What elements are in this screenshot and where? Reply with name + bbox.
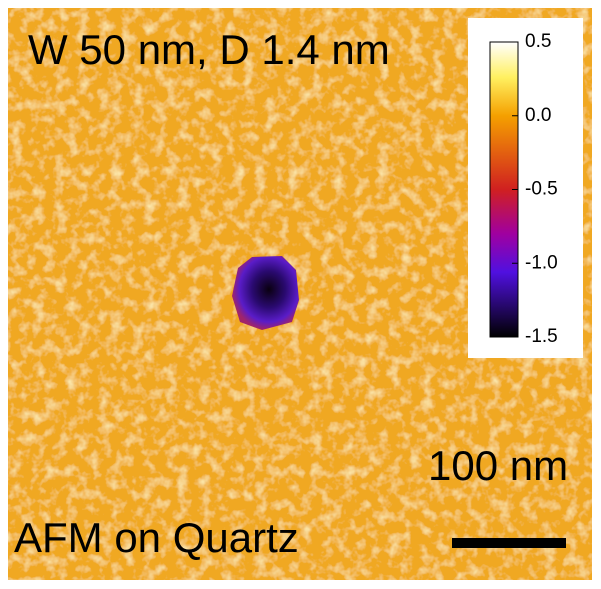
- caption: AFM on Quartz: [14, 514, 299, 561]
- scale-bar: [452, 538, 566, 548]
- tick-label: -0.5: [525, 179, 558, 200]
- title: W 50 nm, D 1.4 nm: [28, 26, 390, 73]
- pit: [232, 256, 299, 330]
- tick-label: -1.0: [525, 252, 558, 273]
- tick-label: -1.5: [525, 326, 558, 347]
- scale-bar-label: 100 nm: [428, 442, 568, 489]
- tick-label: 0.5: [525, 31, 551, 52]
- tick-label: 0.0: [525, 105, 551, 126]
- colorbar-panel: [468, 18, 583, 358]
- colorbar-ticks: 0.5 0.0 -0.5 -1.0 -1.5: [512, 31, 558, 347]
